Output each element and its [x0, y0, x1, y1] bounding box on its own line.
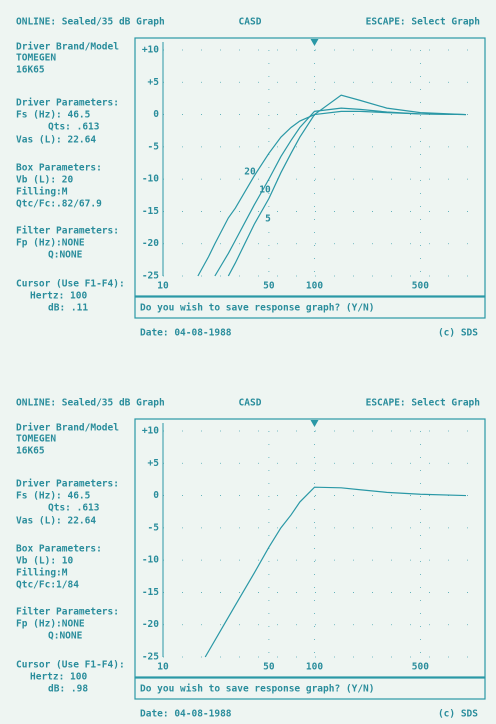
curve-label: 5	[265, 214, 271, 225]
panel-line: Driver Brand/Model	[16, 423, 119, 434]
panel-line: Q:NONE	[48, 250, 83, 261]
panel-line: Driver Parameters:	[16, 98, 119, 109]
response-curve	[214, 107, 467, 277]
x-tick-label: 10	[157, 281, 169, 292]
response-curve	[197, 110, 467, 277]
panel-line: Filling:M	[16, 568, 68, 579]
prompt: Do you wish to save response graph? (Y/N…	[140, 684, 375, 695]
y-tick-label: +10	[142, 45, 159, 56]
panel-line: TOMEGEN	[16, 434, 56, 445]
panel-line: Box Parameters:	[16, 163, 102, 174]
y-tick-label: -5	[148, 522, 160, 533]
x-tick-label: 500	[412, 281, 429, 292]
x-tick-label: 10	[157, 662, 169, 673]
y-tick-label: -5	[148, 141, 160, 152]
date: Date: 04-08-1988	[140, 709, 232, 720]
panel-line: Fs (Hz): 46.5	[16, 491, 91, 502]
panel-line: dB: .98	[48, 684, 88, 695]
panel-line: Q:NONE	[48, 631, 83, 642]
header-left: ONLINE: Sealed/35 dB Graph	[16, 398, 165, 409]
panel-line: Vas (L): 22.64	[16, 135, 96, 146]
panel-line: Vas (L): 22.64	[16, 516, 96, 527]
panel-line: Vb (L): 10	[16, 556, 73, 567]
panel-line: Qtc/Fc:.82/67.9	[16, 199, 102, 210]
x-tick-label: 50	[263, 281, 275, 292]
panel-line: Qts: .613	[48, 503, 100, 514]
panel-line: Filter Parameters:	[16, 607, 119, 618]
panel-line: Qts: .613	[48, 122, 100, 133]
prompt-box	[134, 677, 486, 700]
response-curve	[227, 94, 467, 277]
panel-line: TOMEGEN	[16, 53, 56, 64]
prompt-box	[134, 296, 486, 319]
cursor-marker	[310, 420, 319, 427]
y-tick-label: +5	[148, 77, 160, 88]
panel-line: Qtc/Fc:1/84	[16, 580, 79, 591]
panel-line: Cursor (Use F1-F4):	[16, 279, 125, 290]
y-tick-label: -15	[142, 206, 159, 217]
copyright: (c) SDS	[438, 328, 478, 339]
panel-line: Driver Brand/Model	[16, 42, 119, 53]
y-tick-label: -25	[142, 652, 159, 663]
y-tick-label: -20	[142, 619, 159, 630]
panel-line: 16K65	[16, 446, 45, 457]
header-center: CASD	[239, 398, 262, 409]
y-tick-label: 0	[153, 109, 159, 120]
header-right: ESCAPE: Select Graph	[366, 17, 480, 28]
copyright: (c) SDS	[438, 709, 478, 720]
x-tick-label: 500	[412, 662, 429, 673]
y-tick-label: 0	[153, 490, 159, 501]
x-tick-label: 100	[306, 662, 323, 673]
y-tick-label: -20	[142, 238, 159, 249]
plot-frame	[134, 418, 486, 678]
y-tick-label: -15	[142, 587, 159, 598]
panel-line: 16K65	[16, 65, 45, 76]
x-tick-label: 100	[306, 281, 323, 292]
curve-label: 20	[244, 167, 256, 178]
panel-line: Driver Parameters:	[16, 479, 119, 490]
panel-line: Vb (L): 20	[16, 175, 73, 186]
prompt: Do you wish to save response graph? (Y/N…	[140, 303, 375, 314]
panel-line: Fp (Hz):NONE	[16, 619, 85, 630]
panel-line: Cursor (Use F1-F4):	[16, 660, 125, 671]
panel-line: Hertz: 100	[30, 672, 87, 683]
panel-line: dB: .11	[48, 303, 88, 314]
response-curve	[204, 486, 467, 658]
panel-line: Fp (Hz):NONE	[16, 238, 85, 249]
panel-line: Fs (Hz): 46.5	[16, 110, 91, 121]
y-tick-label: -10	[142, 174, 159, 185]
panel-line: Filter Parameters:	[16, 226, 119, 237]
screen: ONLINE: Sealed/35 dB Graph CASD ESCAPE: Se…	[16, 398, 486, 720]
y-tick-label: +10	[142, 426, 159, 437]
panel-line: Hertz: 100	[30, 291, 87, 302]
header-right: ESCAPE: Select Graph	[366, 398, 480, 409]
y-tick-label: -10	[142, 555, 159, 566]
curve-label: 10	[259, 185, 271, 196]
y-tick-label: -25	[142, 271, 159, 282]
y-tick-label: +5	[148, 458, 160, 469]
header-left: ONLINE: Sealed/35 dB Graph	[16, 17, 165, 28]
plot-frame	[134, 37, 486, 297]
header-center: CASD	[239, 17, 262, 28]
screen: ONLINE: Sealed/35 dB Graph CASD ESCAPE: Se…	[16, 17, 486, 339]
x-tick-label: 50	[263, 662, 275, 673]
date: Date: 04-08-1988	[140, 328, 232, 339]
panel-line: Filling:M	[16, 187, 68, 198]
cursor-marker	[310, 39, 319, 46]
panel-line: Box Parameters:	[16, 544, 102, 555]
